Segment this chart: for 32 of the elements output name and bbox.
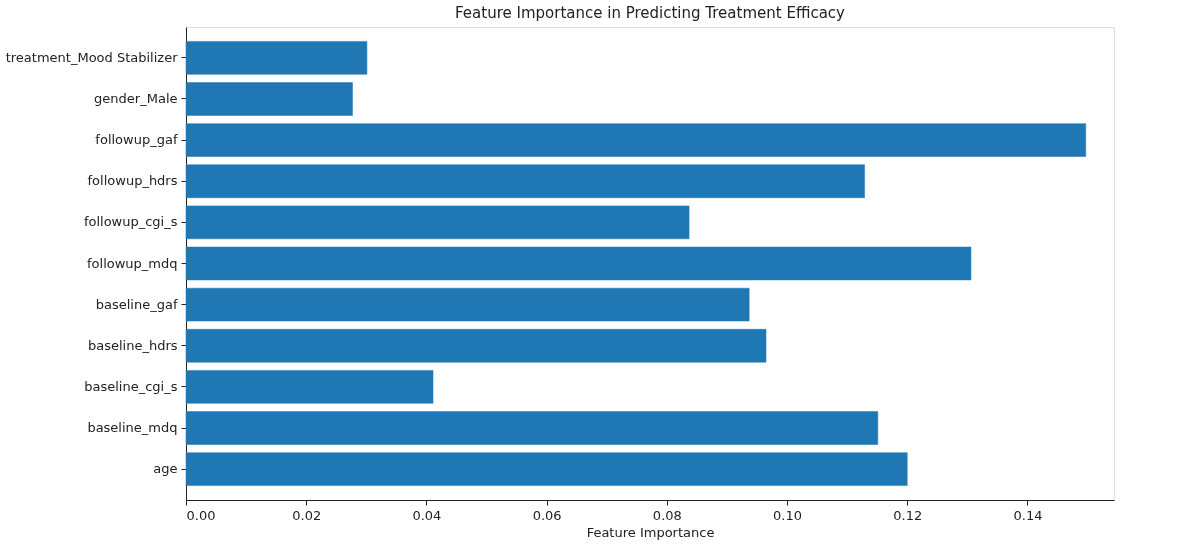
bar (185, 246, 972, 281)
bar (185, 41, 368, 75)
y-tick-label: baseline_cgi_s (84, 378, 178, 394)
y-tick-label: baseline_mdq (87, 420, 178, 436)
y-tick-label: followup_mdq (87, 255, 178, 271)
x-tick-label: 0.04 (412, 507, 442, 523)
y-tick-label: gender_Male (94, 90, 178, 106)
x-tick-label: 0.14 (1013, 507, 1043, 523)
chart-title: Feature Importance in Predicting Treatment Efficacy (455, 4, 846, 22)
bar (185, 329, 767, 363)
x-tick-label: 0.06 (532, 507, 562, 523)
x-axis-title: Feature Importance (586, 524, 715, 540)
y-tick-label: treatment_Mood Stabilizer (5, 49, 179, 65)
y-tick-label: baseline_gaf (95, 296, 178, 312)
y-tick-label: baseline_hdrs (87, 337, 178, 353)
y-tick-label: followup_gaf (95, 132, 178, 148)
x-tick-label: 0.00 (186, 507, 216, 523)
bar (185, 411, 879, 445)
bar (185, 205, 690, 240)
x-tick-label: 0.08 (652, 507, 682, 523)
bar (185, 370, 434, 404)
x-tick-label: 0.12 (893, 507, 923, 523)
bar (185, 452, 908, 486)
y-tick-label: followup_cgi_s (83, 214, 178, 230)
y-tick-label: followup_hdrs (87, 173, 178, 189)
x-tick-label: 0.10 (773, 507, 803, 523)
x-tick-label: 0.02 (292, 507, 322, 523)
bar (185, 164, 865, 198)
bar (185, 287, 750, 322)
bar (185, 82, 353, 116)
y-tick-label: age (153, 461, 178, 477)
bar (185, 123, 1086, 157)
